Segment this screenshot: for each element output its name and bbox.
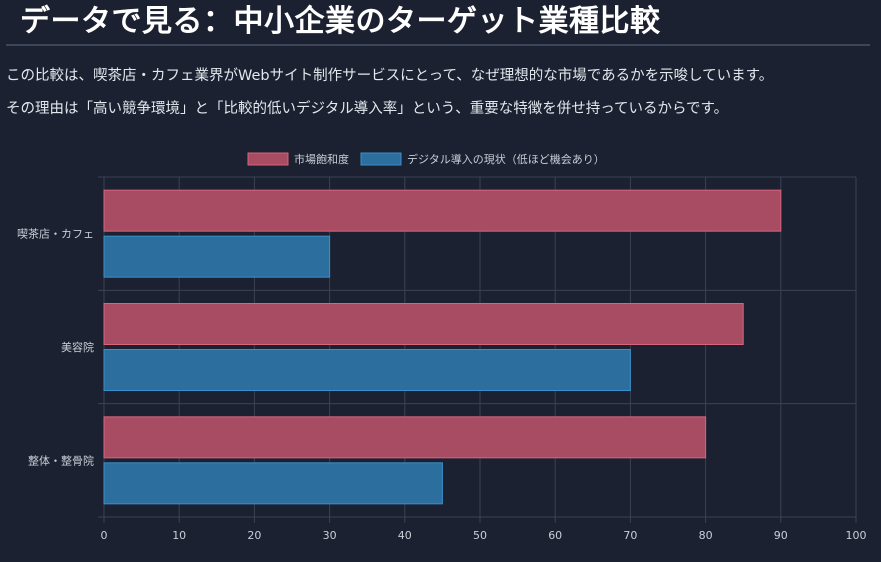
x-axis: 0 10 20 30 40 50 60 70 80 90 100 xyxy=(101,529,867,542)
x-tick-label-6: 60 xyxy=(548,529,562,542)
bar-chart: 市場飽和度 デジタル導入の現状（低ほど機会あり） 喫茶店・カフェ美容院整体・整骨院… xyxy=(17,152,867,542)
y-tick-label-2: 整体・整骨院 xyxy=(28,453,94,467)
x-tick-label-3: 30 xyxy=(323,529,337,542)
x-tick-label-4: 40 xyxy=(398,529,412,542)
bar-2-0[interactable] xyxy=(103,416,707,459)
legend-label-0[interactable]: 市場飽和度 xyxy=(294,152,349,166)
bar-1-1[interactable] xyxy=(103,349,631,391)
chart-legend: 市場飽和度 デジタル導入の現状（低ほど機会あり） xyxy=(247,152,605,166)
y-tick-label-1: 美容院 xyxy=(61,340,94,354)
x-tick-label-1: 10 xyxy=(172,529,186,542)
x-tick-label-5: 50 xyxy=(473,529,487,542)
x-tick-label-7: 70 xyxy=(623,529,637,542)
legend-swatch-0[interactable] xyxy=(247,152,289,166)
bar-1-0[interactable] xyxy=(103,303,744,345)
legend-label-1[interactable]: デジタル導入の現状（低ほど機会あり） xyxy=(407,152,605,166)
x-tick-label-10: 100 xyxy=(846,529,867,542)
title-divider xyxy=(6,44,870,46)
description-line-2: その理由は「高い競争環境」と「比較的低いデジタル導入率」という、重要な特徴を併せ… xyxy=(6,101,729,117)
x-tick-label-0: 0 xyxy=(101,529,108,542)
description-line-1: この比較は、喫茶店・カフェ業界がWebサイト制作サービスにとって、なぜ理想的な市… xyxy=(6,68,774,84)
legend-swatch-1[interactable] xyxy=(360,152,402,166)
bar-0-0[interactable] xyxy=(103,189,782,232)
x-tick-label-9: 90 xyxy=(774,529,788,542)
y-tick-label-0: 喫茶店・カフェ xyxy=(17,227,94,241)
x-tick-label-2: 20 xyxy=(247,529,261,542)
bar-2-1[interactable] xyxy=(103,462,443,505)
bar-0-1[interactable] xyxy=(103,235,331,278)
x-tick-label-8: 80 xyxy=(699,529,713,542)
page-title: データで見る：中小企業のターゲット業種比較 xyxy=(20,4,661,39)
chart-bars xyxy=(103,189,782,505)
